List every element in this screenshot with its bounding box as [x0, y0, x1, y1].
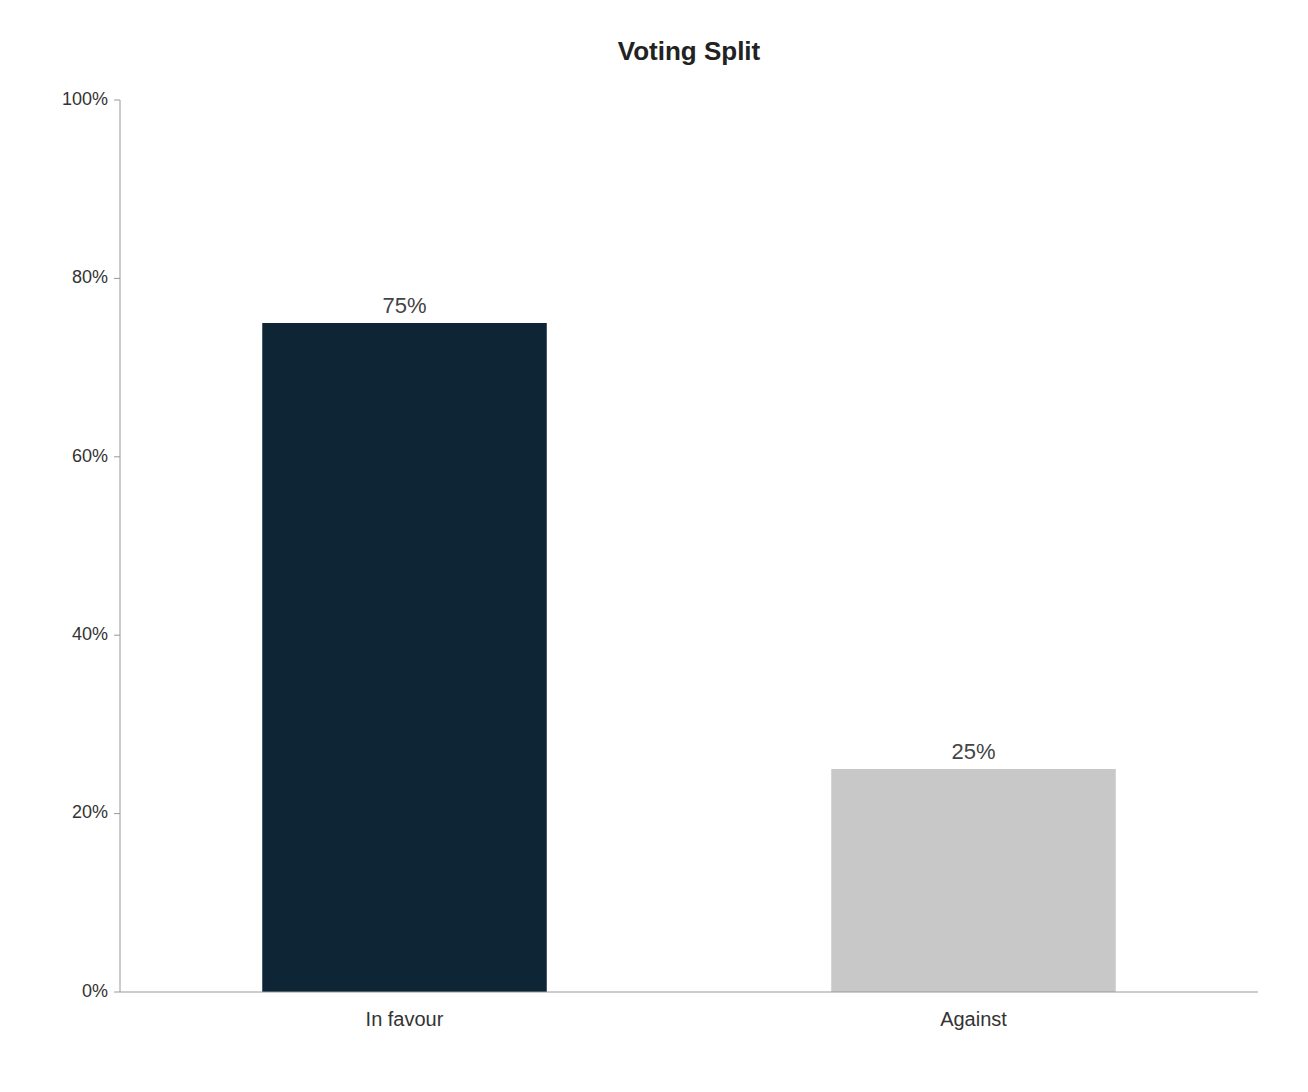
bar — [831, 769, 1116, 992]
y-tick — [114, 456, 120, 457]
chart-svg: Voting Split 0% 20% 40% 60% 80% 100% In favour A… — [0, 0, 1308, 1092]
y-axis-line — [120, 100, 121, 992]
y-tick-label: 100% — [62, 89, 108, 109]
data-label: 25% — [951, 739, 995, 764]
chart-container: Voting Split 0% 20% 40% 60% 80% 100% In favour A… — [0, 0, 1308, 1092]
x-tick-label: Against — [940, 1008, 1007, 1030]
chart-title: Voting Split — [618, 36, 761, 66]
x-axis: In favour Against — [366, 1008, 1008, 1030]
y-tick — [114, 813, 120, 814]
bar — [262, 323, 547, 992]
y-tick — [114, 278, 120, 279]
y-tick-label: 60% — [72, 446, 108, 466]
y-tick — [114, 100, 120, 101]
y-tick — [114, 992, 120, 993]
bars — [262, 323, 1116, 992]
data-labels: 75% 25% — [382, 293, 995, 764]
y-tick — [114, 635, 120, 636]
y-tick-label: 0% — [82, 981, 108, 1001]
background — [0, 0, 1308, 1092]
y-tick-label: 80% — [72, 267, 108, 287]
y-axis: 0% 20% 40% 60% 80% 100% — [62, 89, 120, 1001]
y-tick-label: 20% — [72, 802, 108, 822]
y-tick-label: 40% — [72, 624, 108, 644]
x-tick-label: In favour — [366, 1008, 444, 1030]
page: {"chart_data": {"type": "bar", "title": … — [0, 0, 1308, 1092]
x-axis-line — [120, 992, 1258, 993]
data-label: 75% — [382, 293, 426, 318]
